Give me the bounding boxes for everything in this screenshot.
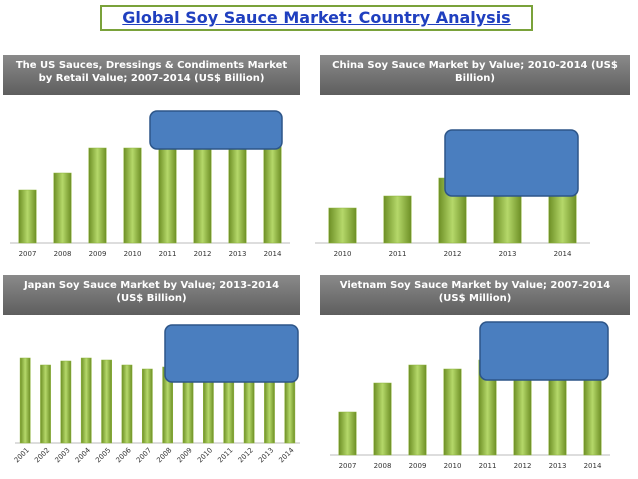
bar — [193, 142, 212, 244]
bar — [80, 357, 92, 444]
overlay-box — [149, 110, 283, 150]
x-tick-label: 2006 — [115, 446, 134, 465]
bar — [18, 189, 37, 244]
bar — [53, 172, 72, 244]
x-tick-label: 2010 — [444, 462, 462, 470]
bar — [328, 207, 357, 244]
x-tick-label: 2008 — [155, 446, 173, 464]
x-tick-label: 2009 — [409, 462, 427, 470]
x-tick-label: 2011 — [159, 250, 177, 258]
x-tick-label: 2013 — [499, 250, 517, 258]
bar — [263, 137, 282, 244]
chart-title: China Soy Sauce Market by Value; 2010-20… — [320, 55, 630, 95]
bar — [121, 364, 133, 444]
slide-title: Global Soy Sauce Market: Country Analysi… — [100, 5, 533, 31]
x-tick-label: 2010 — [196, 446, 214, 464]
x-tick-label: 2012 — [444, 250, 462, 258]
x-tick-label: 2014 — [264, 250, 282, 258]
bar — [19, 357, 31, 444]
bar — [443, 368, 462, 456]
x-tick-label: 2001 — [13, 446, 31, 464]
x-tick-label: 2004 — [74, 446, 93, 465]
chart-title: The US Sauces, Dressings & Condiments Ma… — [3, 55, 300, 95]
x-tick-label: 2012 — [514, 462, 532, 470]
x-tick-label: 2014 — [584, 462, 602, 470]
x-tick-label: 2002 — [33, 446, 51, 464]
x-tick-label: 2011 — [216, 446, 234, 464]
x-tick-label: 2011 — [389, 250, 407, 258]
x-tick-label: 2007 — [19, 250, 37, 258]
x-tick-label: 2012 — [194, 250, 212, 258]
x-tick-label: 2013 — [229, 250, 247, 258]
x-tick-label: 2009 — [176, 446, 194, 464]
x-tick-label: 2014 — [277, 446, 296, 465]
bar — [123, 147, 142, 244]
bar — [40, 364, 51, 444]
bar — [141, 368, 153, 444]
chart-title: Japan Soy Sauce Market by Value; 2013-20… — [3, 275, 300, 315]
x-tick-label: 2013 — [257, 446, 275, 464]
bar — [383, 195, 412, 244]
x-tick-label: 2013 — [549, 462, 567, 470]
bar — [60, 360, 72, 444]
x-tick-label: 2005 — [94, 446, 112, 464]
x-tick-label: 2009 — [89, 250, 107, 258]
overlay-box — [164, 324, 299, 383]
bar — [88, 147, 107, 244]
bar — [101, 359, 112, 444]
bar — [373, 382, 392, 456]
x-tick-label: 2008 — [54, 250, 72, 258]
x-tick-label: 2007 — [339, 462, 357, 470]
x-tick-label: 2010 — [334, 250, 352, 258]
overlay-box — [444, 129, 579, 197]
x-tick-label: 2010 — [124, 250, 142, 258]
x-tick-label: 2011 — [479, 462, 497, 470]
x-tick-label: 2014 — [554, 250, 572, 258]
overlay-box — [479, 321, 609, 381]
x-tick-label: 2007 — [135, 446, 153, 464]
x-tick-label: 2003 — [53, 446, 71, 464]
bar — [338, 411, 357, 456]
bar — [408, 364, 427, 456]
x-tick-label: 2008 — [374, 462, 392, 470]
bar — [228, 140, 247, 244]
chart-title: Vietnam Soy Sauce Market by Value; 2007-… — [320, 275, 630, 315]
bar — [158, 144, 177, 244]
x-tick-label: 2012 — [237, 446, 255, 464]
